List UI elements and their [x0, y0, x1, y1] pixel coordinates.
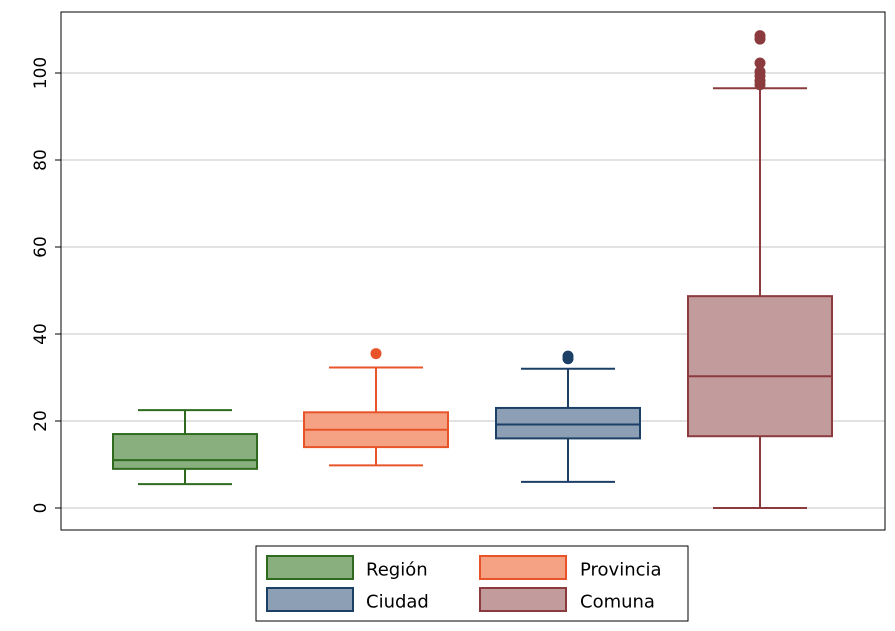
outlier-point-1	[562, 350, 574, 362]
legend-label: Comuna	[580, 591, 655, 612]
iqr-box	[112, 433, 258, 470]
y-tick-label-4: 80	[31, 149, 51, 171]
legend-item-ciudad: Ciudad	[266, 587, 429, 612]
legend-swatch	[479, 587, 567, 612]
boxes	[112, 30, 833, 509]
outlier-point-6	[754, 30, 766, 42]
iqr-box	[687, 295, 833, 438]
y-tick-label-0: 0	[31, 503, 51, 514]
legend-swatch	[479, 555, 567, 580]
box-región	[112, 409, 258, 486]
legend-label: Provincia	[580, 559, 662, 580]
legend-swatch	[266, 587, 354, 612]
box-provincia	[303, 348, 449, 467]
legend-item-provincia: Provincia	[479, 555, 662, 580]
outlier-point-0	[370, 348, 382, 360]
box-ciudad	[495, 350, 641, 483]
outlier-point-3	[754, 66, 766, 78]
box-comuna	[687, 30, 833, 509]
legend-label: Ciudad	[366, 591, 429, 612]
outlier-point-4	[754, 57, 766, 69]
legend-item-comuna: Comuna	[479, 587, 655, 612]
y-tick-label-2: 40	[31, 323, 51, 345]
legend-swatch	[266, 555, 354, 580]
plot-area-frame	[60, 11, 886, 531]
legend-label: Región	[366, 559, 428, 580]
legend: Región Provincia Ciudad Comuna	[255, 545, 689, 622]
y-tick-label-3: 60	[31, 236, 51, 258]
y-tick-label-1: 20	[31, 410, 51, 432]
y-axis-ticks: 0 20 40 60 80 100	[31, 57, 61, 514]
iqr-box	[495, 406, 641, 440]
legend-item-región: Región	[266, 555, 428, 580]
y-tick-label-5: 100	[31, 57, 51, 89]
